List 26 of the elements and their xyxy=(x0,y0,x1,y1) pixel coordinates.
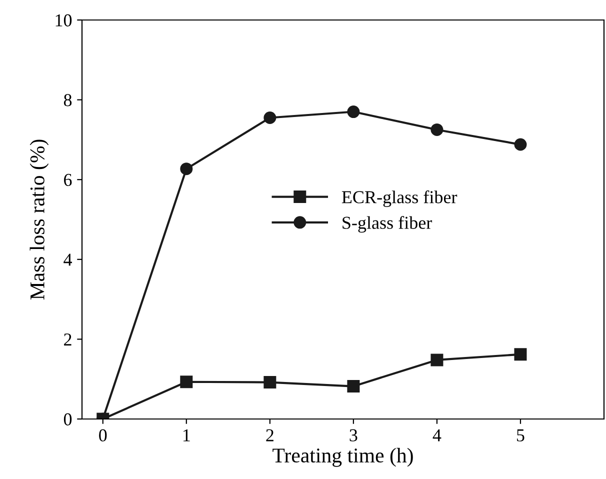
y-tick-label: 0 xyxy=(64,413,72,426)
point xyxy=(430,354,444,366)
y-tick-label: 2 xyxy=(64,334,72,346)
y-tick-label: 6 xyxy=(64,174,72,186)
point xyxy=(514,138,527,151)
x-tick-label: 2 xyxy=(266,429,274,442)
x-tick-label: 3 xyxy=(350,429,358,442)
point xyxy=(180,162,193,176)
point xyxy=(347,380,360,393)
x-tick-label: 1 xyxy=(183,429,190,442)
point xyxy=(347,106,360,118)
x-tick-label: 0 xyxy=(99,429,107,442)
y-tick-label: 8 xyxy=(64,94,72,106)
legend-label: ECR-glass fiber xyxy=(342,190,458,208)
y-tick-label: 4 xyxy=(64,254,72,266)
x-axis-title: Treating time (h) xyxy=(272,448,413,467)
legend-label: S-glass fiber xyxy=(342,216,432,233)
y-tick-label: 10 xyxy=(56,14,72,26)
point xyxy=(430,123,444,136)
point xyxy=(264,376,276,389)
point xyxy=(514,348,527,361)
y-axis-title: Mass loss ratio (%) xyxy=(30,140,49,300)
x-tick-label: 5 xyxy=(517,429,524,442)
point xyxy=(180,376,193,388)
x-tick-label: 4 xyxy=(432,429,442,442)
point xyxy=(264,112,276,124)
